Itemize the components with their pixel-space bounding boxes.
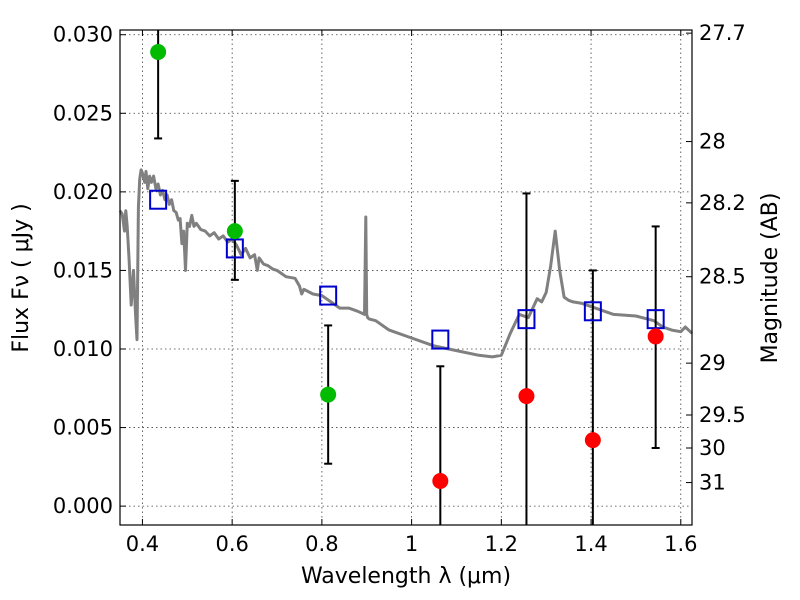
y2-tick-label: 29.5 xyxy=(699,403,746,427)
model-photometry-square xyxy=(431,329,450,350)
observed-points xyxy=(150,44,664,489)
upper-limit-point xyxy=(584,432,601,449)
y-axis-label: Flux Fν ( μJy ) xyxy=(9,203,34,352)
model-photometry-square xyxy=(319,285,338,306)
model-spectrum xyxy=(118,168,694,359)
y2-tick-label: 28.2 xyxy=(699,191,746,215)
y-tick-label: 0.000 xyxy=(53,494,113,518)
y-tick-label: 0.015 xyxy=(53,258,113,282)
model-spectrum-line xyxy=(118,168,694,359)
detection-point xyxy=(226,223,243,240)
model-photometry-square xyxy=(583,301,602,322)
x-axis-label: Wavelength λ (μm) xyxy=(301,564,511,589)
y-tick-label: 0.010 xyxy=(53,337,113,361)
y-tick-label: 0.005 xyxy=(53,416,113,440)
model-photometry-points xyxy=(149,189,665,350)
plot-frame xyxy=(119,29,693,526)
y2-axis-label: Magnitude (AB) xyxy=(758,193,783,364)
y2-tick-label: 29 xyxy=(699,351,726,375)
upper-limit-point xyxy=(432,473,449,489)
grid-lines xyxy=(120,30,692,525)
detection-point xyxy=(320,386,337,403)
error-bars xyxy=(154,30,660,525)
y2-tick-label: 28.5 xyxy=(699,265,746,289)
upper-limit-point xyxy=(518,388,535,405)
y-tick-label: 0.030 xyxy=(53,23,113,47)
detection-point xyxy=(150,44,167,60)
model-photometry-square xyxy=(517,309,536,330)
x-tick-label: 0.4 xyxy=(126,532,159,556)
model-photometry-square xyxy=(149,189,168,210)
x-tick-label: 1.2 xyxy=(485,532,518,556)
y2-tick-label: 30 xyxy=(699,436,726,460)
y2-tick-label: 31 xyxy=(699,471,726,495)
y2-tick-label: 27.7 xyxy=(699,21,746,45)
axis-ticks: 0.4 0.6 0.8 1 1.2 1.4 1.6 0.000 0.005 0.010 0.015 0… xyxy=(53,21,746,556)
model-photometry-square xyxy=(225,238,244,259)
x-tick-label: 0.8 xyxy=(305,532,338,556)
x-tick-label: 1 xyxy=(405,532,418,556)
x-tick-label: 1.6 xyxy=(664,532,697,556)
upper-limit-point xyxy=(647,328,664,345)
x-tick-label: 0.6 xyxy=(215,532,248,556)
y-tick-label: 0.020 xyxy=(53,180,113,204)
model-photometry-square xyxy=(646,309,665,330)
y-tick-label: 0.025 xyxy=(53,101,113,125)
y2-tick-label: 28 xyxy=(699,130,726,154)
x-tick-label: 1.4 xyxy=(574,532,607,556)
